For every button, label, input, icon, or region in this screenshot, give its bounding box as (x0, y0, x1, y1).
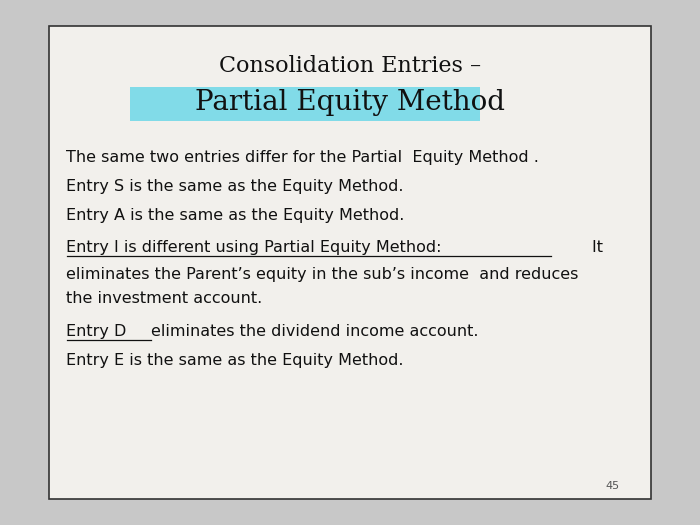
Text: Consolidation Entries –: Consolidation Entries – (219, 55, 481, 77)
Text: the investment account.: the investment account. (66, 291, 262, 306)
Text: 45: 45 (606, 480, 620, 491)
Text: eliminates the Parent’s equity in the sub’s income  and reduces: eliminates the Parent’s equity in the su… (66, 267, 579, 281)
Text: The same two entries differ for the Partial  Equity Method .: The same two entries differ for the Part… (66, 150, 540, 165)
Text: Partial Equity Method: Partial Equity Method (195, 89, 505, 116)
Text: Entry S is the same as the Equity Method.: Entry S is the same as the Equity Method… (66, 179, 404, 194)
Text: Entry A is the same as the Equity Method.: Entry A is the same as the Equity Method… (66, 208, 405, 223)
Text: Entry E is the same as the Equity Method.: Entry E is the same as the Equity Method… (66, 353, 404, 368)
Text: It: It (551, 240, 603, 255)
Text: Entry D: Entry D (66, 324, 132, 339)
Text: Entry I is different using Partial Equity Method:: Entry I is different using Partial Equit… (66, 240, 442, 255)
FancyBboxPatch shape (49, 26, 651, 499)
Text: eliminates the dividend income account.: eliminates the dividend income account. (151, 324, 479, 339)
FancyBboxPatch shape (130, 87, 480, 121)
